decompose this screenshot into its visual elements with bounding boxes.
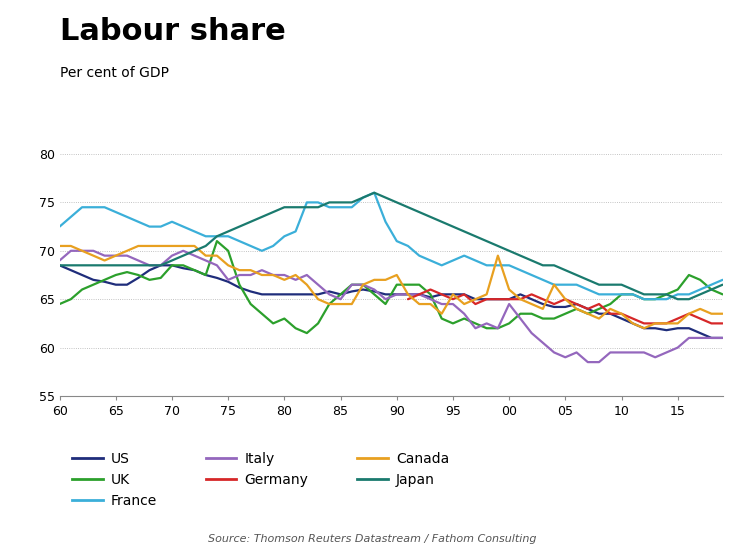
Text: Labour share: Labour share — [60, 16, 285, 46]
Legend: US, UK, France, Italy, Germany, Canada, Japan: US, UK, France, Italy, Germany, Canada, … — [66, 447, 455, 514]
Text: Source: Thomson Reuters Datastream / Fathom Consulting: Source: Thomson Reuters Datastream / Fat… — [209, 535, 536, 544]
Text: Per cent of GDP: Per cent of GDP — [60, 66, 168, 80]
